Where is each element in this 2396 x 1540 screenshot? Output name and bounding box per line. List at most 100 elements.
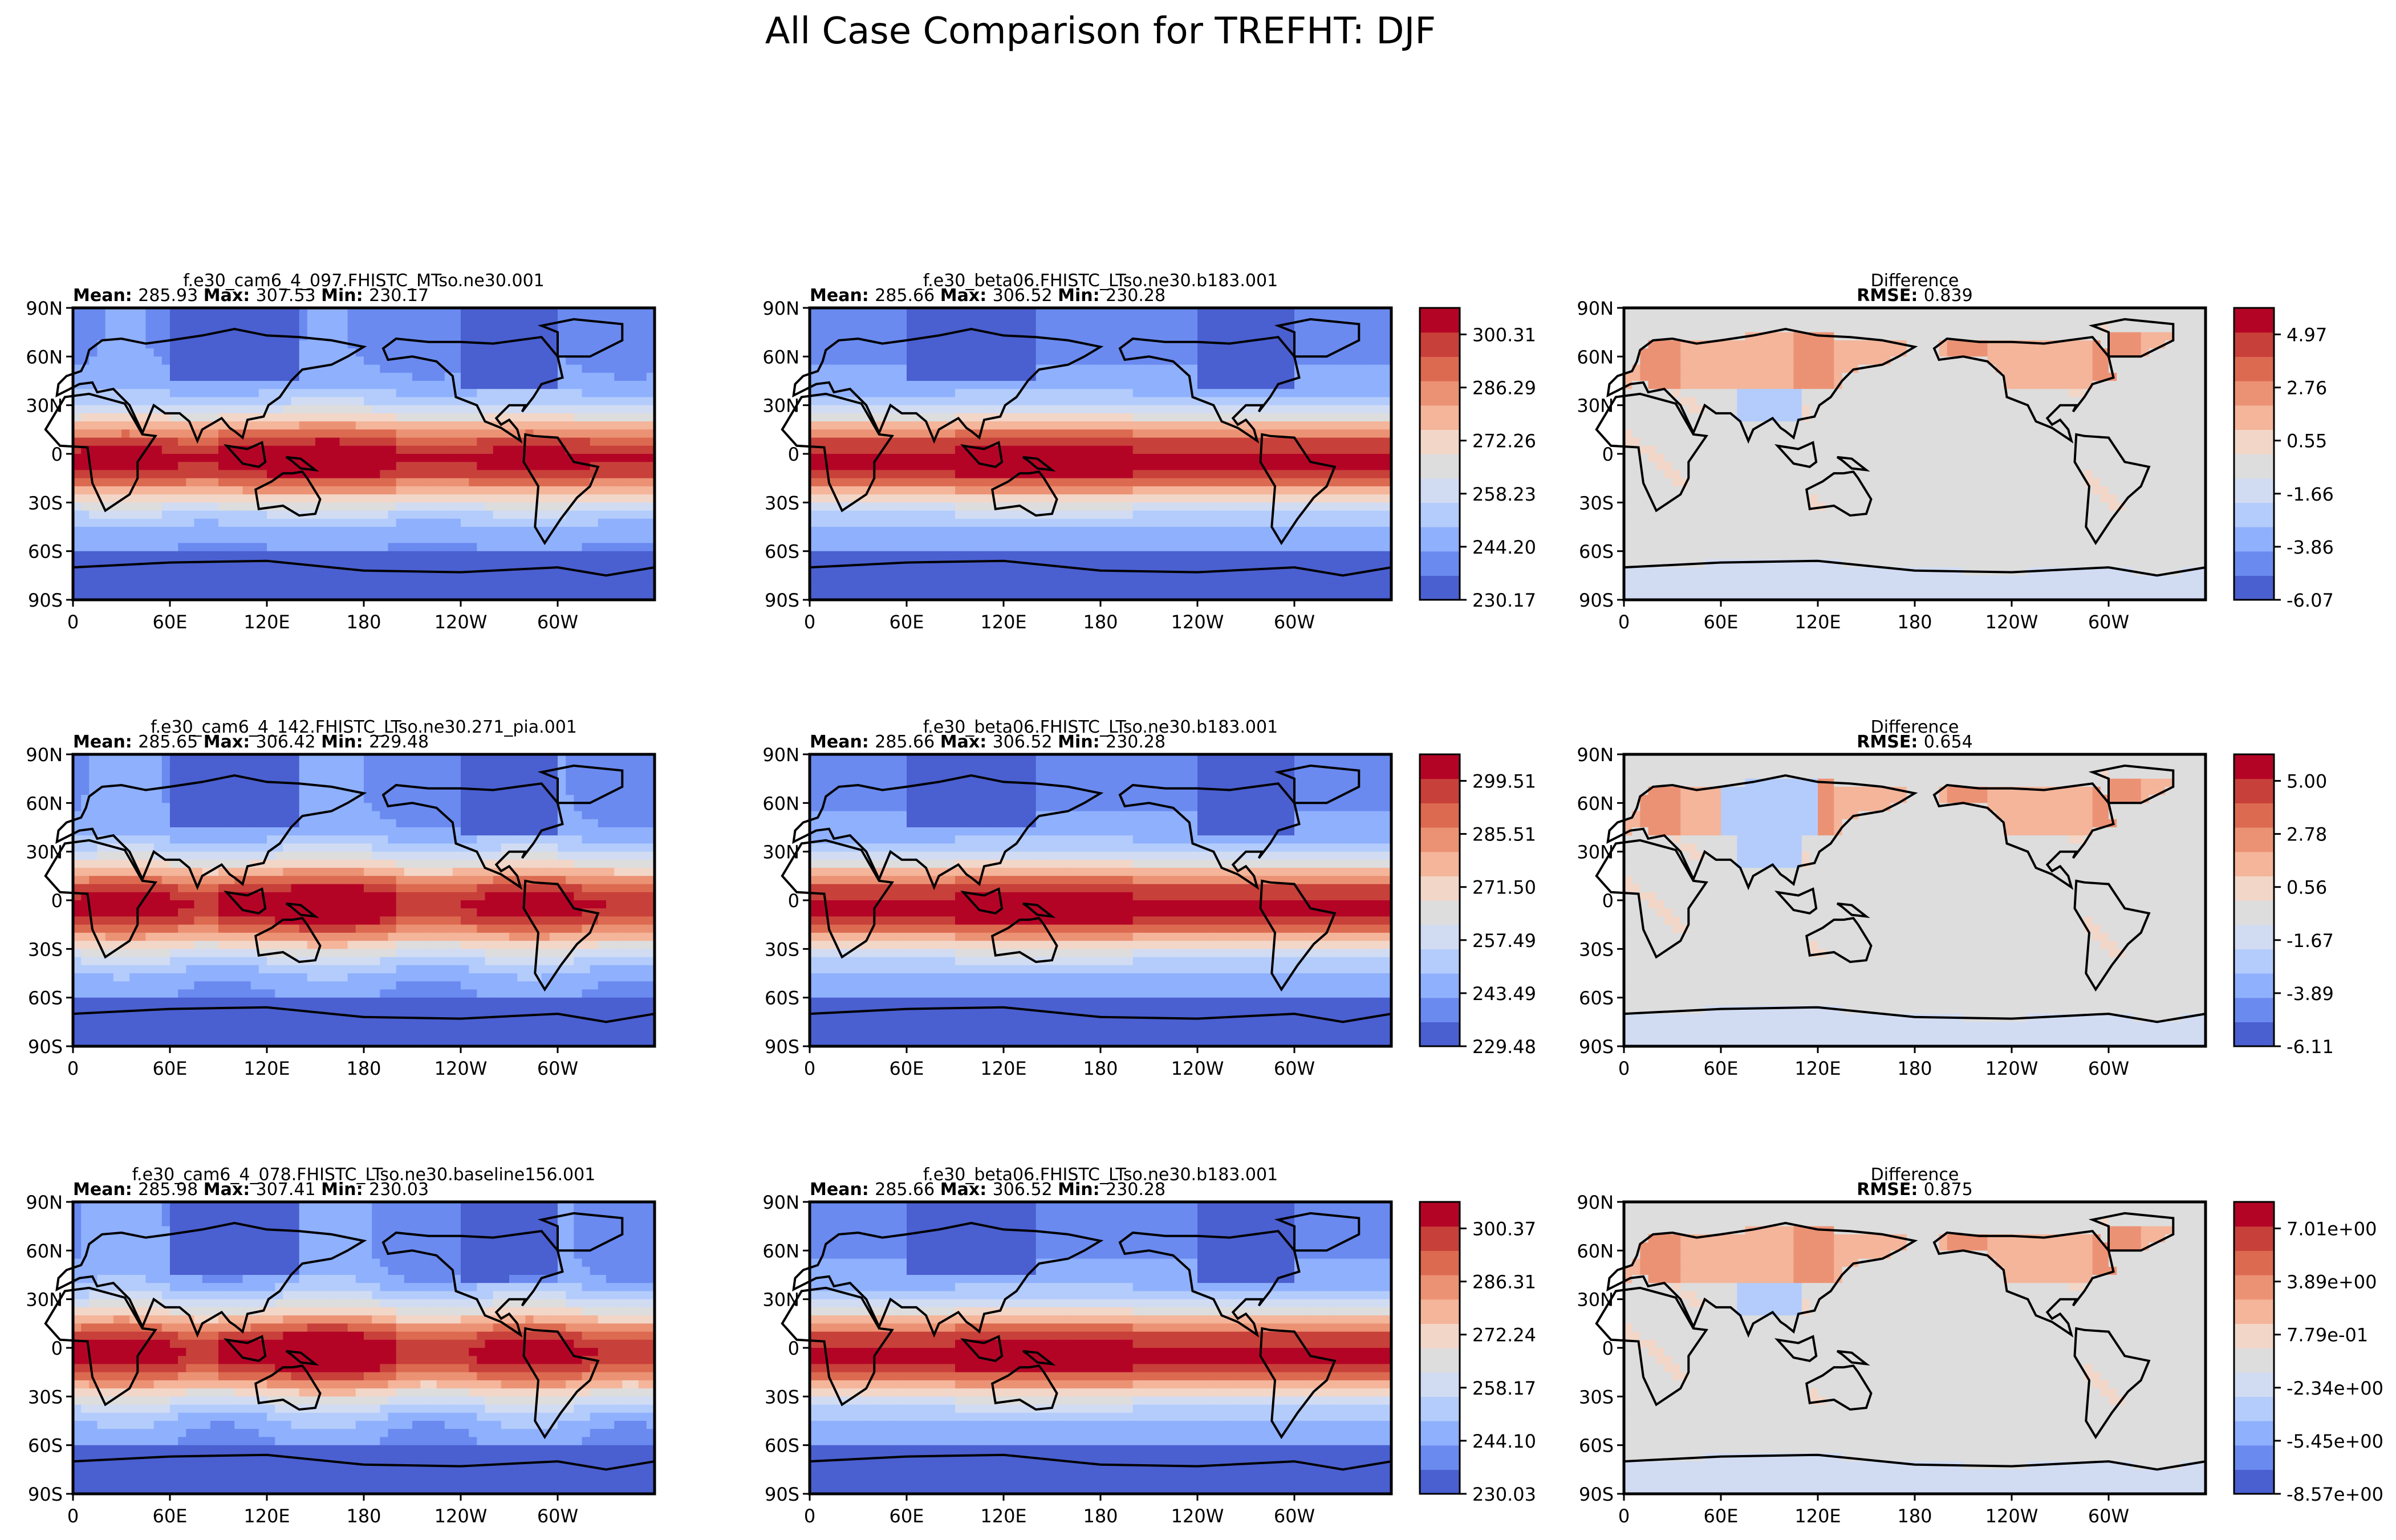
map-cell — [1334, 494, 1343, 503]
map-cell — [622, 437, 631, 446]
map-cell — [307, 445, 316, 454]
map-cell — [971, 348, 980, 357]
map-cell — [1028, 551, 1037, 560]
map-cell — [1237, 535, 1246, 543]
map-cell — [1076, 559, 1085, 568]
map-cell — [170, 389, 178, 397]
map-cell — [170, 413, 178, 422]
map-cell — [1213, 421, 1223, 430]
map-cell — [170, 478, 178, 487]
map-cell — [1092, 518, 1101, 527]
map-cell — [404, 478, 413, 487]
map-cell — [396, 316, 405, 324]
map-cell — [210, 559, 219, 568]
map-cell — [105, 316, 114, 324]
map-cell — [364, 494, 372, 503]
map-cell — [1213, 518, 1223, 527]
lat-tick-label: 60S — [28, 541, 63, 563]
map-cell — [1229, 372, 1238, 381]
map-cell — [1286, 445, 1295, 454]
map-cell — [412, 551, 421, 560]
map-cell — [1351, 494, 1359, 503]
map-cell — [1140, 462, 1150, 470]
map-cell — [1140, 494, 1150, 503]
map-cell — [194, 405, 203, 414]
map-cell — [850, 372, 859, 381]
map-cell — [121, 340, 130, 349]
map-cell — [210, 527, 219, 535]
map-cell — [444, 437, 453, 446]
map-cell — [858, 510, 867, 519]
map-cell — [1278, 397, 1287, 406]
map-cell — [1367, 518, 1376, 527]
map-cell — [153, 454, 163, 462]
map-cell — [995, 429, 1004, 438]
map-cell — [874, 543, 883, 552]
map-cell — [307, 356, 316, 365]
map-cell — [501, 364, 510, 373]
map-cell — [210, 502, 219, 511]
map-cell — [194, 348, 203, 357]
map-cell — [590, 397, 599, 406]
map-cell — [97, 583, 106, 592]
map-cell — [898, 445, 907, 454]
map-cell — [1343, 364, 1351, 373]
map-cell — [898, 429, 907, 438]
map-cell — [638, 535, 647, 543]
map-cell — [1092, 421, 1101, 430]
map-cell — [923, 405, 932, 414]
map-cell — [590, 527, 599, 535]
map-cell — [1068, 397, 1077, 406]
map-cell — [1060, 454, 1069, 462]
map-cell — [267, 470, 275, 479]
map-cell — [915, 502, 923, 511]
map-cell — [1076, 372, 1085, 381]
map-cell — [226, 316, 235, 324]
map-cell — [137, 567, 147, 576]
map-cell — [170, 348, 178, 357]
map-cell — [396, 478, 405, 487]
map-cell — [549, 364, 558, 373]
map-cell — [493, 324, 502, 333]
map-cell — [1043, 437, 1053, 446]
map-cell — [1181, 486, 1190, 495]
map-cell — [915, 462, 923, 470]
map-cell — [444, 494, 453, 503]
lon-tick-label: 120W — [434, 611, 488, 633]
map-cell — [299, 356, 308, 365]
map-cell — [1140, 518, 1150, 527]
map-cell — [533, 575, 542, 584]
map-cell — [590, 340, 599, 349]
map-cell — [1165, 324, 1174, 333]
map-cell — [1028, 316, 1037, 324]
map-cell — [210, 486, 219, 495]
map-cell — [1116, 421, 1126, 430]
map-cell — [923, 502, 932, 511]
map-cell — [826, 494, 835, 503]
map-cell — [364, 429, 372, 438]
map-cell — [258, 389, 267, 397]
map-cell — [145, 502, 155, 511]
map-cell — [226, 340, 235, 349]
map-cell — [202, 486, 211, 495]
map-cell — [866, 348, 875, 357]
map-cell — [315, 535, 324, 543]
map-cell — [947, 486, 956, 495]
map-cell — [1149, 324, 1158, 333]
map-cell — [1084, 470, 1093, 479]
map-cell — [283, 316, 292, 324]
map-cell — [826, 502, 835, 511]
map-cell — [826, 518, 835, 527]
map-cell — [558, 583, 566, 592]
map-cell — [898, 421, 907, 430]
map-cell — [404, 364, 413, 373]
map-cell — [979, 470, 988, 479]
map-cell — [452, 575, 461, 584]
map-cell — [614, 397, 623, 406]
map-cell — [404, 316, 413, 324]
map-cell — [194, 389, 203, 397]
map-cell — [1068, 535, 1077, 543]
map-cell — [590, 372, 599, 381]
map-cell — [971, 372, 980, 381]
map-cell — [1181, 413, 1190, 422]
